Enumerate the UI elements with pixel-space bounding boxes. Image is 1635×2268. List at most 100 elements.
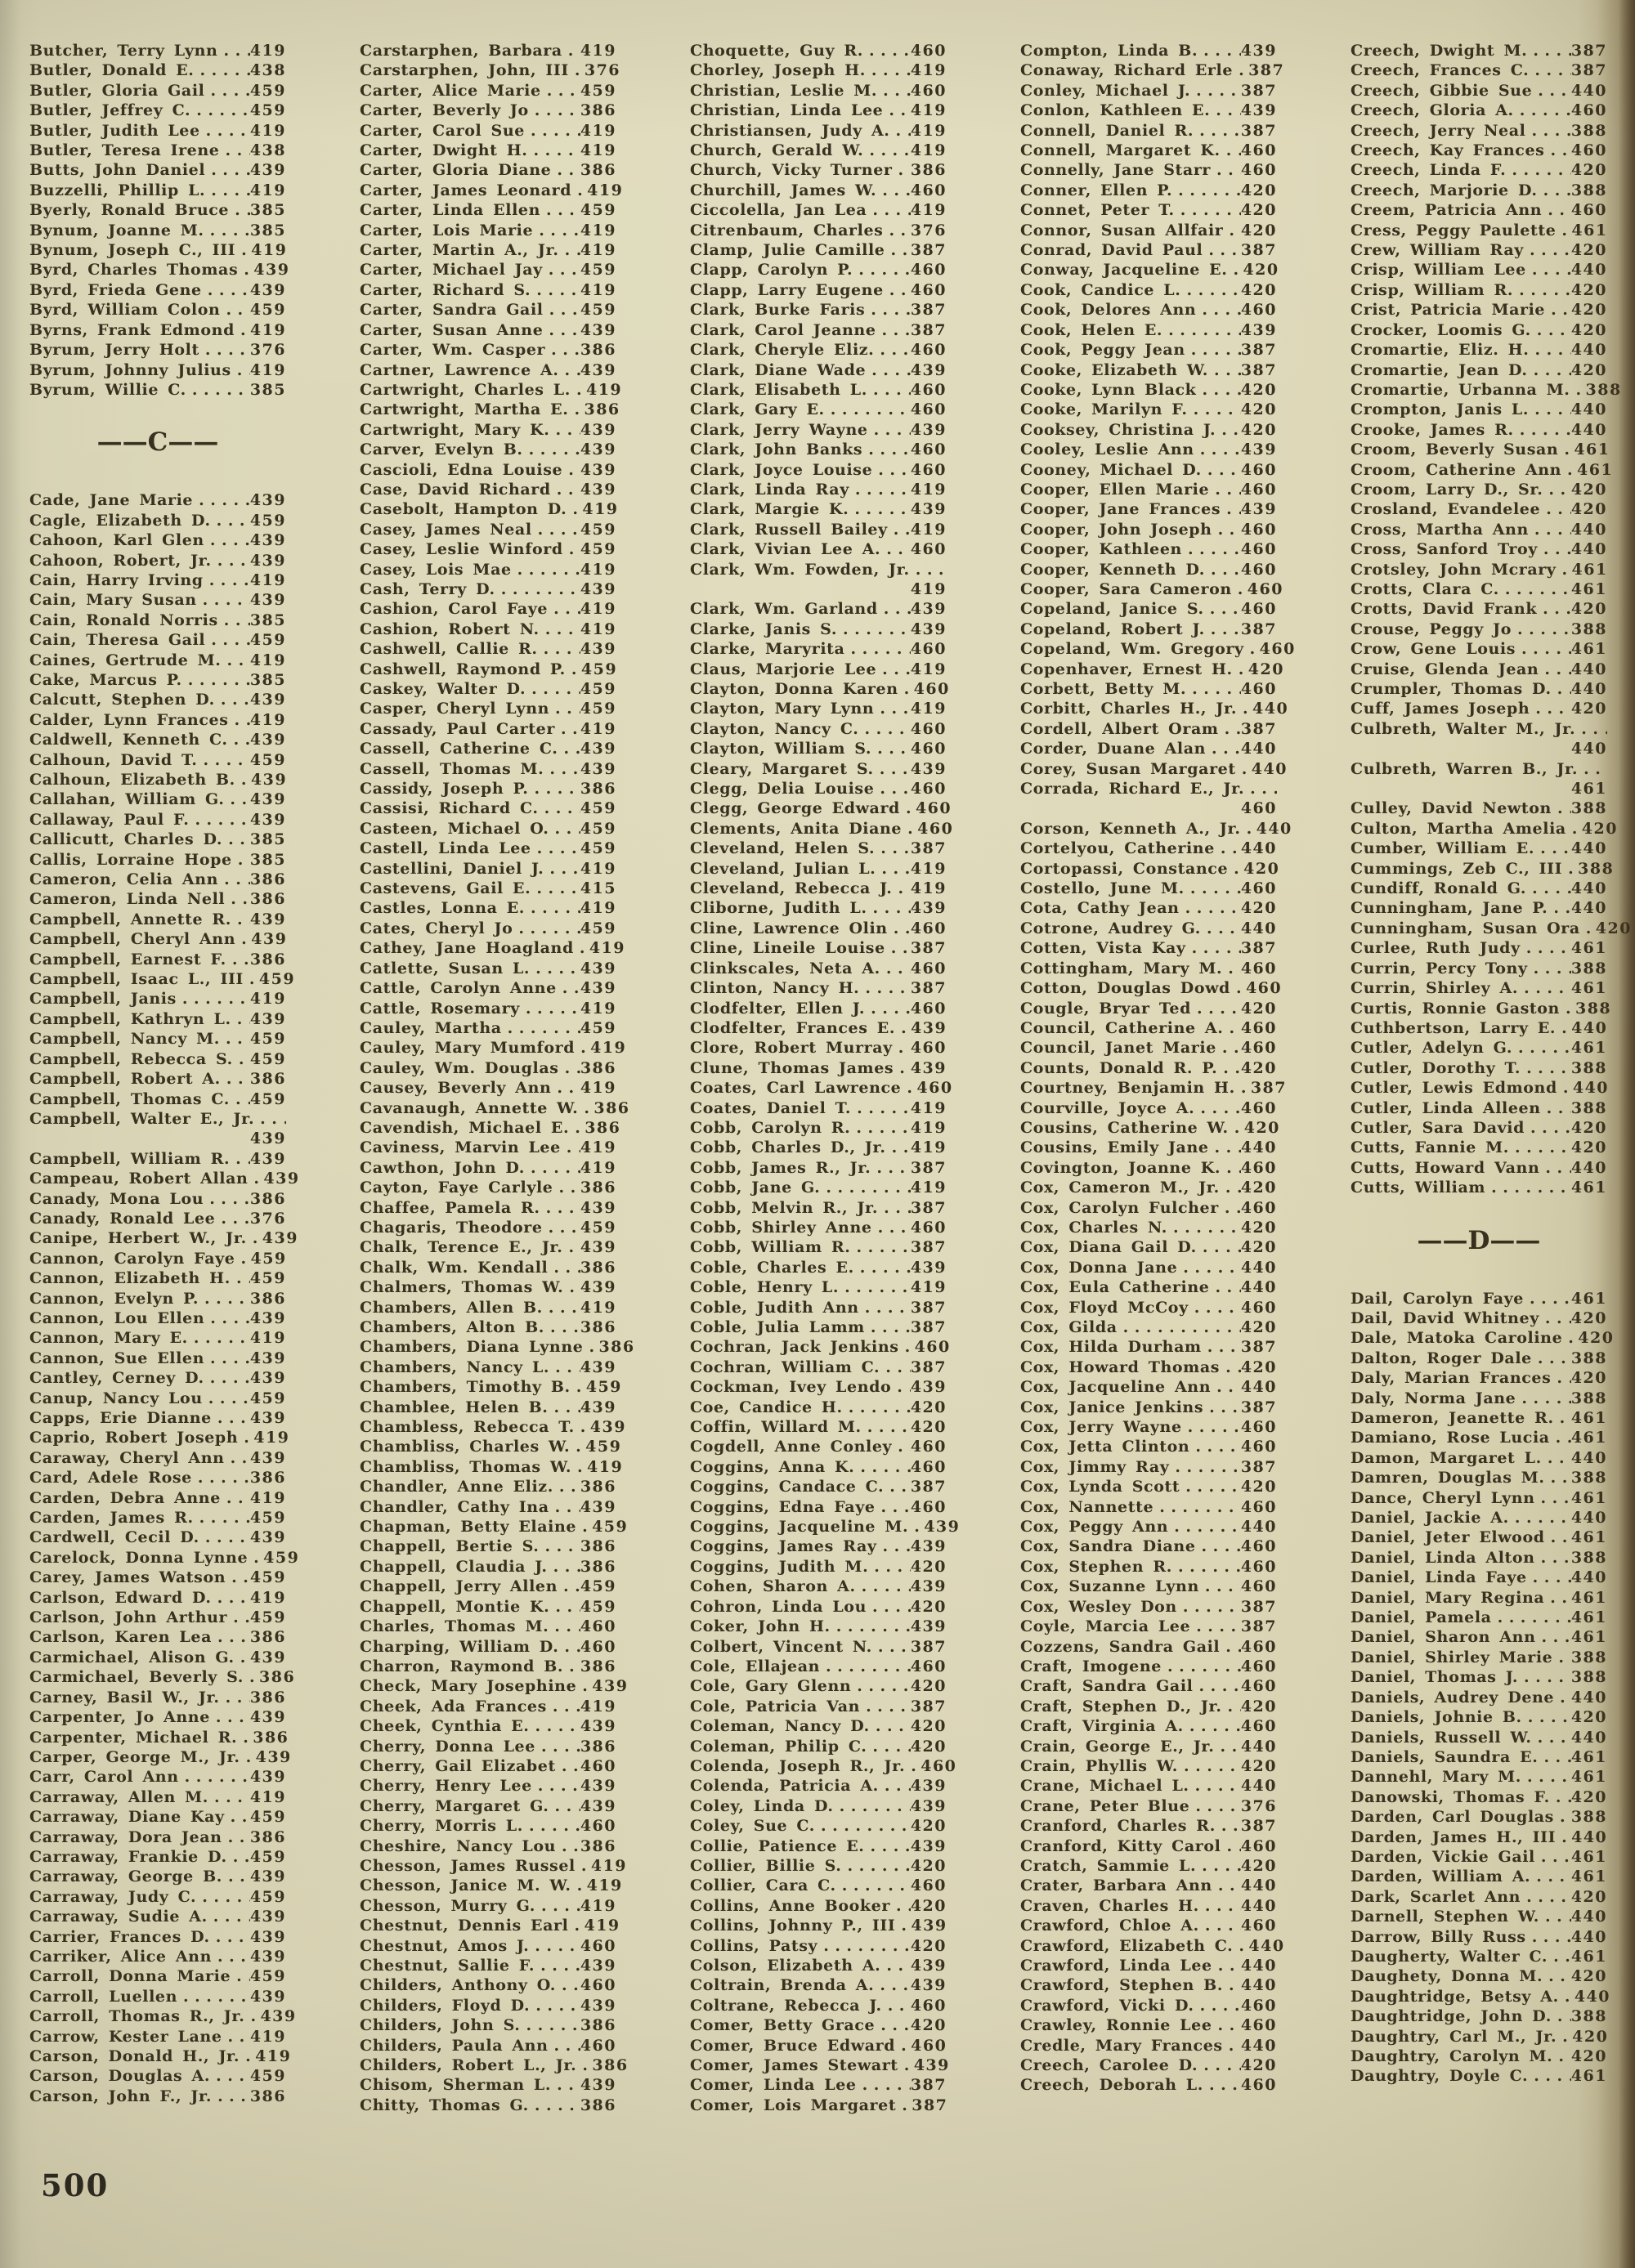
entry-page-number: 387 (910, 979, 947, 998)
entry-name: Corey, Susan Margaret (1020, 759, 1236, 778)
dot-leader: ........................................… (880, 839, 911, 858)
index-entry: Cox, Peggy Ann..........................… (1020, 1517, 1277, 1537)
index-entry: Butler, Jeffrey C.......................… (29, 101, 286, 120)
dot-leader: ........................................… (1210, 620, 1241, 638)
entry-page-number: 388 (1575, 999, 1612, 1018)
dot-leader: ........................................… (544, 1537, 580, 1556)
index-entry: Cannon, Mary E..........................… (29, 1328, 286, 1348)
dot-leader: ........................................… (1538, 81, 1571, 100)
entry-page-number: 460 (1240, 879, 1277, 898)
entry-name: Daughtridge, Betsy A. (1351, 1987, 1559, 2006)
entry-name: Carter, Dwight H. (360, 141, 528, 160)
entry-name: Cunningham, Susan Ora (1351, 919, 1580, 937)
entry-page-number: 459 (249, 1030, 286, 1049)
entry-page-number: 419 (910, 101, 947, 120)
index-entry: Cranford, Charles R.....................… (1020, 1816, 1277, 1836)
dot-leader: ........................................… (231, 1568, 250, 1587)
entry-name: Case, David Richard (360, 480, 551, 499)
index-entry: Clark, Joyce Louise.....................… (690, 460, 947, 480)
entry-page-number: 461 (1570, 780, 1607, 798)
entry-name: Carraway, Allen M. (29, 1787, 209, 1806)
entry-name: Butler, Judith Lee (29, 121, 200, 140)
entry-name: Colbert, Vincent N. (690, 1637, 872, 1656)
entry-name: Cleveland, Rebecca J. (690, 879, 893, 898)
entry-page-number: 386 (249, 1189, 286, 1208)
index-entry: Cash, Terry D...........................… (360, 579, 616, 599)
entry-page-number: 388 (1570, 620, 1607, 638)
entry-name: Coble, Judith Ann (690, 1298, 859, 1317)
dot-leader: ........................................… (535, 1996, 580, 2015)
entry-page-number: 420 (1595, 919, 1632, 937)
index-entry: Cranford, Kitty Carol...................… (1020, 1836, 1277, 1856)
entry-page-number: 440 (1570, 1158, 1607, 1177)
entry-page-number: 440 (1574, 1987, 1610, 2006)
entry-page-number: 459 (580, 201, 616, 220)
dot-leader: ........................................… (870, 1836, 911, 1855)
entry-name: Claus, Marjorie Lee (690, 660, 877, 678)
entry-page-number: 386 (249, 950, 286, 968)
entry-page-number: 439 (255, 1747, 292, 1766)
entry-name: Cobb, James R., Jr. (690, 1158, 871, 1177)
index-entry: Cooper, Kenneth D.......................… (1020, 560, 1277, 579)
entry-name: Dale, Matoka Caroline (1351, 1329, 1563, 1348)
entry-page-number: 386 (580, 2096, 616, 2114)
index-entry: Clinton, Nancy H........................… (690, 978, 947, 998)
index-entry: Carson, Douglas A.......................… (29, 2066, 286, 2086)
entry-name: Corder, Duane Alan (1020, 740, 1207, 758)
index-entry: Creech, Linda F.........................… (1351, 160, 1607, 180)
dot-leader: ........................................… (562, 979, 580, 998)
dot-leader: ........................................… (1491, 1179, 1571, 1197)
entry-page-number: 460 (1240, 301, 1277, 320)
dot-leader: ........................................… (872, 1737, 910, 1756)
index-entry: Choquette, Guy R........................… (690, 41, 947, 60)
entry-page-number: 440 (1570, 520, 1607, 539)
entry-name: Byrum, Jerry Holt (29, 341, 199, 360)
index-entry: Carden, James R.........................… (29, 1508, 286, 1528)
index-entry: Calhoun, David T........................… (29, 750, 286, 770)
dot-leader: ........................................… (1159, 1497, 1241, 1516)
dot-leader: ........................................… (575, 1038, 590, 1058)
entry-page-number: 420 (1240, 420, 1277, 439)
dot-leader: ........................................… (889, 101, 910, 120)
entry-name: Chestnut, Amos J. (360, 1936, 530, 1955)
entry-page-number: 459 (249, 1887, 286, 1906)
entry-page-number: 459 (249, 101, 286, 120)
entry-page-number: 388 (1585, 380, 1622, 399)
index-entry: Daly, Marian Frances....................… (1351, 1368, 1607, 1388)
entry-page-number: 461 (1570, 640, 1607, 659)
dot-leader: ........................................… (1519, 101, 1571, 120)
dot-leader: ........................................… (889, 221, 910, 239)
entry-name: Coggins, Edna Faye (690, 1497, 876, 1516)
entry-page-number: 460 (910, 400, 947, 419)
entry-name: Callahan, William G. (29, 790, 225, 809)
entry-page-number: 439 (251, 930, 288, 949)
entry-page-number: 386 (580, 1557, 616, 1576)
index-entry: Cortopassi, Constance...................… (1020, 859, 1279, 879)
entry-name: Currin, Shirley A. (1351, 979, 1519, 998)
dot-leader: ........................................… (870, 1318, 911, 1336)
dot-leader: ........................................… (866, 1697, 911, 1716)
entry-page-number: 459 (580, 839, 616, 858)
dot-leader: ........................................… (900, 798, 916, 818)
entry-page-number: 419 (249, 360, 286, 379)
entry-name: Carraway, Dora Jean (29, 1827, 222, 1846)
dot-leader: ........................................… (1559, 1409, 1571, 1427)
dot-leader: ........................................… (561, 1756, 580, 1775)
dot-leader: ........................................… (1202, 380, 1240, 399)
entry-name: Cromartie, Eliz. H. (1351, 341, 1530, 360)
dot-leader: ........................................… (1544, 1308, 1571, 1327)
entry-name: Daughtry, Doyle C. (1351, 2067, 1529, 2086)
index-entry: Carpenter, Michael R....................… (29, 1728, 288, 1747)
index-entry: Council, Catherine A....................… (1020, 1018, 1277, 1038)
index-entry: Crawford, Vicki D.......................… (1020, 1996, 1277, 2015)
entry-page-number: 439 (249, 1349, 286, 1367)
dot-leader: ........................................… (1194, 1298, 1241, 1317)
dot-leader: ........................................… (869, 141, 911, 160)
entry-name: Cassady, Paul Carter (360, 719, 555, 738)
entry-name: Daughtridge, John D. (1351, 2007, 1552, 2026)
dot-leader: ........................................… (223, 42, 249, 60)
entry-page-number: 460 (580, 1936, 616, 1955)
index-entry: Cruise, Glenda Jean.....................… (1351, 660, 1607, 679)
index-entry: Chalk, Terence E., Jr...................… (360, 1237, 616, 1257)
entry-name: Canady, Mona Lou (29, 1189, 204, 1208)
